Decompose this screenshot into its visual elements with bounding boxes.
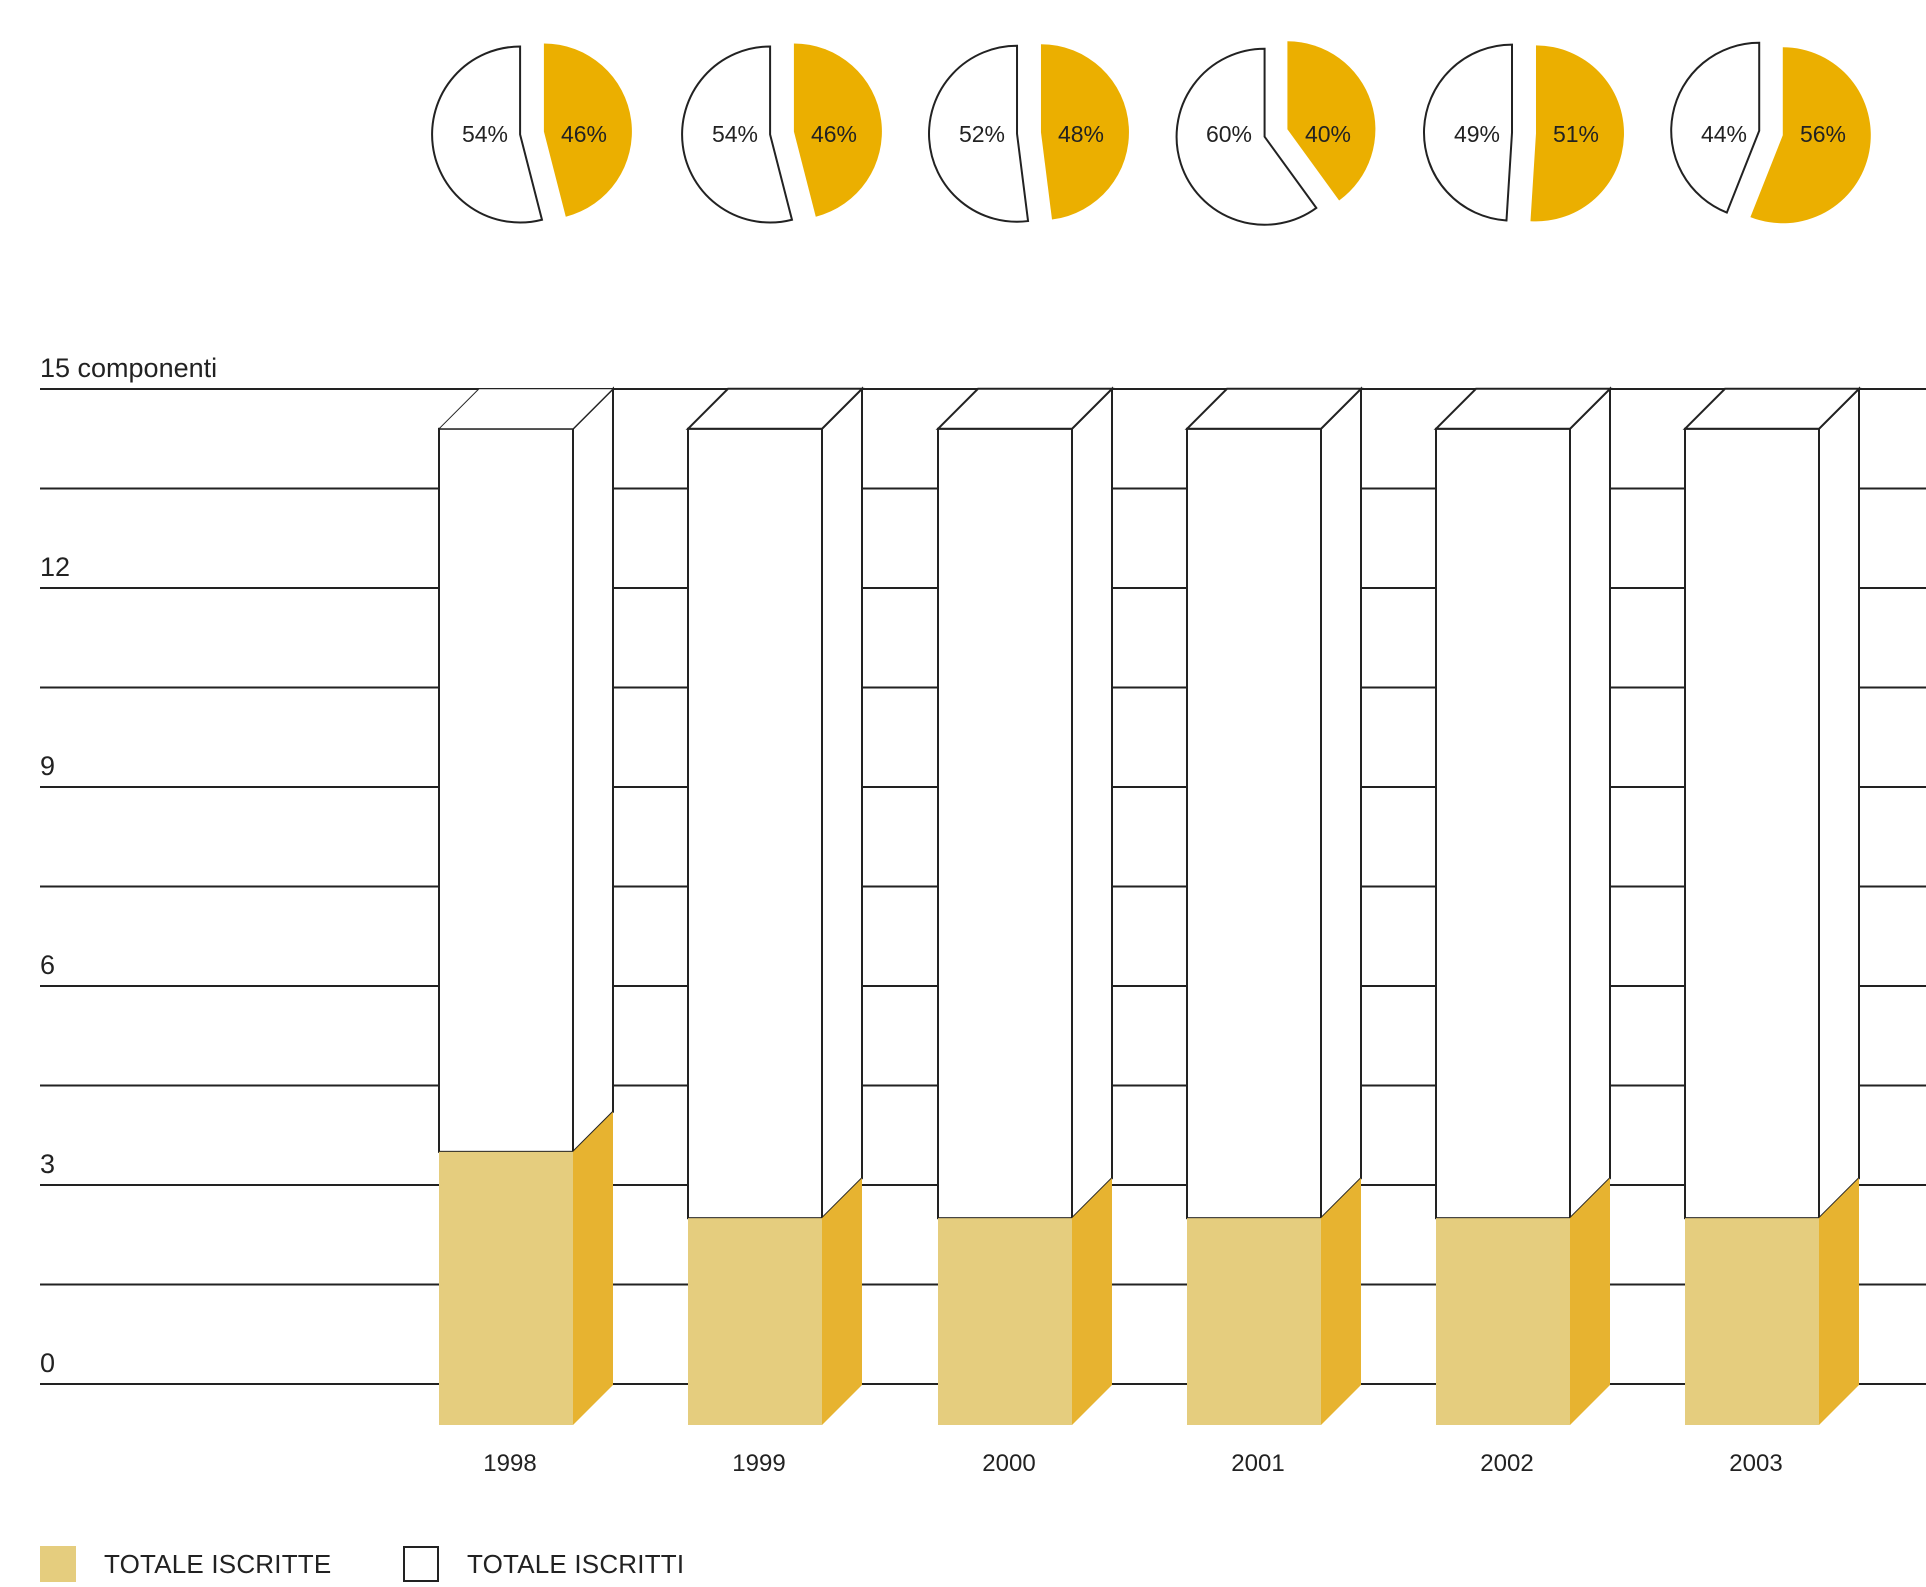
y-tick-label: 12: [40, 552, 70, 582]
pie-2003: 44% 56%: [1670, 41, 1871, 224]
bar-iscritti-front: [1186, 427, 1322, 1220]
pie-label-iscritte: 56%: [1800, 121, 1846, 147]
pie-label-iscritte: 51%: [1553, 121, 1599, 147]
bar-iscritte-front: [439, 1151, 573, 1425]
bar-iscritte-side: [1072, 1178, 1112, 1425]
bar-iscritti-front: [438, 427, 574, 1153]
legend-iscritti: TOTALE ISCRITTI: [403, 1546, 684, 1582]
pie-slice-iscritti: [1423, 43, 1514, 222]
bar-iscritti-side: [1071, 386, 1113, 1221]
bar-iscritti-side: [572, 386, 614, 1155]
bar-iscritte-front: [1187, 1218, 1321, 1425]
bar-group-2001: [1184, 386, 1364, 1425]
legend-label-iscritti: TOTALE ISCRITTI: [467, 1548, 685, 1579]
pie-label-iscritti: 60%: [1206, 121, 1252, 147]
bar-group-1998: [437, 386, 615, 1425]
x-tick-label: 2000: [982, 1450, 1035, 1477]
pie-label-iscritte: 40%: [1305, 121, 1351, 147]
bar-iscritte-side: [1819, 1178, 1859, 1425]
bar-iscritti-top: [1184, 387, 1364, 430]
bar-iscritte-side: [1570, 1178, 1610, 1425]
pie-slice-iscritti: [1670, 41, 1761, 214]
bar-iscritte-side: [822, 1178, 862, 1425]
pie-slice-iscritti: [928, 44, 1030, 223]
bar-iscritti-top: [1682, 387, 1862, 430]
bar-iscritte-front: [688, 1218, 822, 1425]
labels: 0 3 6 9 12 15 componenti 1998 1999 2000 2001 2002 2…: [40, 353, 1783, 1477]
pie-label-iscritti: 54%: [462, 121, 508, 147]
bar-group-2002: [1433, 386, 1613, 1425]
bar-iscritti-front: [687, 427, 823, 1220]
y-tick-label: 15 componenti: [40, 353, 217, 383]
bar-iscritte-front: [938, 1218, 1072, 1425]
pie-slice-iscritte: [1750, 47, 1871, 224]
bar-iscritti-top: [935, 387, 1115, 430]
bar-iscritti-top: [437, 388, 615, 430]
bar-group-1999: [685, 386, 865, 1425]
bar-iscritti-front: [1435, 427, 1571, 1220]
pie-slice-iscritte: [1287, 41, 1376, 201]
bar-iscritti-side: [821, 386, 863, 1221]
bar-iscritti-front: [937, 427, 1073, 1220]
pie-1998: 54% 46%: [431, 43, 632, 224]
x-tick-label: 2001: [1231, 1450, 1284, 1477]
x-tick-label: 1998: [483, 1450, 536, 1477]
pie-label-iscritte: 46%: [561, 121, 607, 147]
x-tick-label: 2003: [1729, 1450, 1782, 1477]
pie-label-iscritti: 52%: [959, 121, 1005, 147]
pie-label-iscritte: 46%: [811, 121, 857, 147]
pie-slice-iscritti: [681, 45, 794, 224]
bar-iscritti-side: [1818, 386, 1860, 1221]
legend-iscritte: TOTALE ISCRITTE: [40, 1546, 331, 1582]
pie-charts: 54% 46% 54% 46% 52% 48% 60% 40% 49% 51% 44% 56%: [431, 41, 1871, 226]
y-tick-label: 9: [40, 751, 55, 781]
pie-label-iscritti: 54%: [712, 121, 758, 147]
pie-label-iscritti: 44%: [1701, 121, 1747, 147]
bar-iscritte-front: [1436, 1218, 1570, 1425]
bar-iscritte-side: [573, 1111, 613, 1425]
bar-iscritte-front: [1685, 1218, 1819, 1425]
pie-label-iscritti: 49%: [1454, 121, 1500, 147]
pie-slice-iscritti: [1175, 47, 1318, 226]
pie-slice-iscritte: [793, 43, 882, 217]
pie-slice-iscritte: [1530, 45, 1624, 222]
bar-iscritti-side: [1320, 386, 1362, 1221]
x-tick-label: 2002: [1480, 1450, 1533, 1477]
legend-swatch-iscritti: [403, 1546, 439, 1582]
bar-iscritte-side: [1321, 1178, 1361, 1425]
bar-iscritti-side: [1569, 386, 1611, 1221]
bar-iscritti-front: [1684, 427, 1820, 1220]
pie-label-iscritte: 48%: [1058, 121, 1104, 147]
x-tick-label: 1999: [732, 1450, 785, 1477]
pie-slice-iscritti: [431, 45, 544, 224]
pie-slice-iscritte: [1040, 44, 1129, 220]
bar-group-2000: [935, 386, 1115, 1425]
bar-iscritti-top: [685, 387, 865, 430]
y-tick-label: 3: [40, 1149, 55, 1179]
y-tick-label: 6: [40, 950, 55, 980]
legend-label-iscritte: TOTALE ISCRITTE: [104, 1548, 332, 1579]
bar-group-2003: [1682, 386, 1862, 1425]
pie-2002: 49% 51%: [1423, 43, 1624, 222]
bars: [437, 386, 1862, 1425]
pie-slice-iscritte: [543, 43, 632, 217]
bar-iscritti-top: [1433, 387, 1613, 430]
pie-2001: 60% 40%: [1175, 41, 1376, 226]
legend-swatch-iscritte: [40, 1546, 76, 1582]
y-tick-label: 0: [40, 1348, 55, 1378]
pie-1999: 54% 46%: [681, 43, 882, 224]
pie-2000: 52% 48%: [928, 44, 1129, 223]
